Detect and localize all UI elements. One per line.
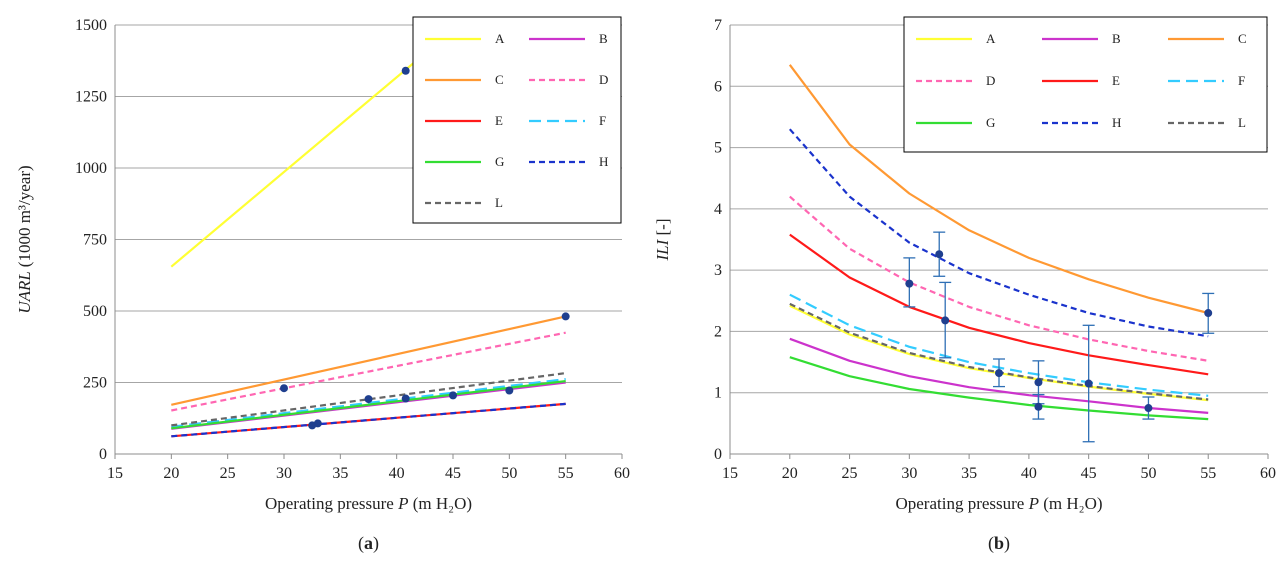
panel-b-legend-label-L: L <box>1238 115 1246 130</box>
panel-a-data-point <box>280 384 288 393</box>
panel-a-data-point <box>561 312 570 321</box>
panel-a-legend-label-A: A <box>495 31 505 46</box>
panel-b-data-point <box>941 316 950 325</box>
panel-b-series-D-line <box>789 195 1209 362</box>
panel-b-legend-label-C: C <box>1238 31 1247 46</box>
panel-b-x-tick-label: 30 <box>901 465 917 482</box>
panel-a-legend-label-G: G <box>495 154 504 169</box>
panel-a-y-tick-label: 1000 <box>75 160 107 177</box>
panel-a-data-point <box>401 394 410 403</box>
panel-b-x-tick-label: 45 <box>1081 465 1097 482</box>
panel-a-legend-label-L: L <box>495 195 503 210</box>
panel-a-legend-label-B: B <box>599 31 608 46</box>
panel-a-legend-label-F: F <box>599 113 606 128</box>
panel-a-x-tick-label: 40 <box>389 465 405 482</box>
panel-a-y-tick-label: 750 <box>83 232 107 249</box>
panel-b-label: (b) <box>988 533 1010 554</box>
panel-a-label: (a) <box>358 533 379 554</box>
panel-a-x-tick-label: 25 <box>220 465 236 482</box>
panel-a-x-tick-label: 15 <box>107 465 123 482</box>
panel-b-x-tick-label: 60 <box>1260 465 1276 482</box>
panel-b-y-tick-label: 3 <box>714 262 722 279</box>
panel-b-legend-label-G: G <box>986 115 995 130</box>
panel-b-y-axis-title: ILI [-] <box>653 218 672 261</box>
panel-b-data-point <box>935 250 944 259</box>
panel-a-x-tick-label: 45 <box>445 465 461 482</box>
panel-b-y-tick-label: 6 <box>714 78 722 95</box>
panel-a-x-tick-label: 20 <box>163 465 179 482</box>
panel-a-data-point <box>505 386 514 395</box>
panel-b-data-point <box>1034 378 1043 387</box>
panel-a-series-G-line <box>171 380 566 430</box>
panel-a-x-axis-title: Operating pressure P (m H₂O) <box>265 494 472 513</box>
panel-b-legend-label-E: E <box>1112 73 1120 88</box>
panel-a-y-axis-title: UARL (1000 m³/year) <box>15 165 34 313</box>
panel-a-y-tick-label: 500 <box>83 303 107 320</box>
panel-a-series-L-line <box>171 372 566 427</box>
panel-b-series-C-line <box>788 64 1209 315</box>
panel-a-data-point <box>313 419 322 428</box>
panel-a-x-tick-label: 35 <box>332 465 348 482</box>
panel-b-x-tick-label: 15 <box>722 465 738 482</box>
panel-b-data-point <box>1144 404 1153 413</box>
panel-b-y-tick-label: 7 <box>714 17 722 34</box>
panel-b-x-tick-label: 55 <box>1200 465 1216 482</box>
panel-a-y-tick-label: 0 <box>99 446 107 463</box>
panel-a-data-point <box>401 66 410 75</box>
panel-b-data-point <box>1034 402 1043 411</box>
panel-b-series-B-line <box>789 337 1209 414</box>
panel-b-y-tick-label: 1 <box>714 385 722 402</box>
panel-b-x-tick-label: 25 <box>842 465 858 482</box>
panel-a-series-H-line <box>171 402 566 438</box>
panel-b-x-tick-label: 50 <box>1140 465 1156 482</box>
panel-a-data-point <box>364 395 373 404</box>
panel-a-y-tick-label: 250 <box>83 375 107 392</box>
panel-a-x-tick-label: 50 <box>501 465 517 482</box>
panel-b-data-point <box>905 279 914 288</box>
panel-a-chart: 0 250 500 750 1000 1250 1500 15 20 25 30 35 40 45 50 55… <box>15 16 630 554</box>
panel-b-legend-box <box>903 16 1268 153</box>
panel-b-series-H-line <box>788 128 1209 338</box>
panel-a-x-tick-label: 55 <box>558 465 574 482</box>
panel-b-x-tick-label: 20 <box>782 465 798 482</box>
panel-b-legend-label-D: D <box>986 73 995 88</box>
panel-a-legend-label-E: E <box>495 113 503 128</box>
panel-b-series-E-line <box>789 233 1209 376</box>
panel-b-legend-label-H: H <box>1112 115 1121 130</box>
panel-b-legend-label-B: B <box>1112 31 1121 46</box>
panel-b-legend-label-F: F <box>1238 73 1245 88</box>
panel-a-y-tick-label: 1250 <box>75 89 107 106</box>
panel-a-y-tick-label: 1500 <box>75 17 107 34</box>
panel-b-data-point <box>1084 379 1093 388</box>
panel-b-y-tick-label: 4 <box>714 201 722 218</box>
panel-b-legend-label-A: A <box>986 31 996 46</box>
panel-b-y-tick-label: 2 <box>714 323 722 340</box>
panel-b-series-G-line <box>789 356 1209 421</box>
panel-a-series-A-line <box>170 52 426 268</box>
panel-a-legend-label-C: C <box>495 72 504 87</box>
panel-a-x-tick-label: 30 <box>276 465 292 482</box>
panel-a-data-point <box>449 391 457 400</box>
panel-b-x-axis-title: Operating pressure P (m H₂O) <box>895 494 1102 513</box>
panel-a-legend-label-H: H <box>599 154 608 169</box>
panel-b-x-tick-label: 35 <box>961 465 977 482</box>
panel-b-y-tick-label: 0 <box>714 446 722 463</box>
panel-a-x-tick-label: 60 <box>614 465 630 482</box>
panel-b-y-tick-label: 5 <box>714 140 722 157</box>
panel-a-legend-label-D: D <box>599 72 608 87</box>
panel-a-series-C-line <box>171 315 566 406</box>
panel-b-data-point <box>995 369 1003 378</box>
panel-b-data-point <box>1204 309 1213 318</box>
panel-b-x-tick-label: 40 <box>1021 465 1037 482</box>
panel-a-series-D-line <box>171 331 566 412</box>
